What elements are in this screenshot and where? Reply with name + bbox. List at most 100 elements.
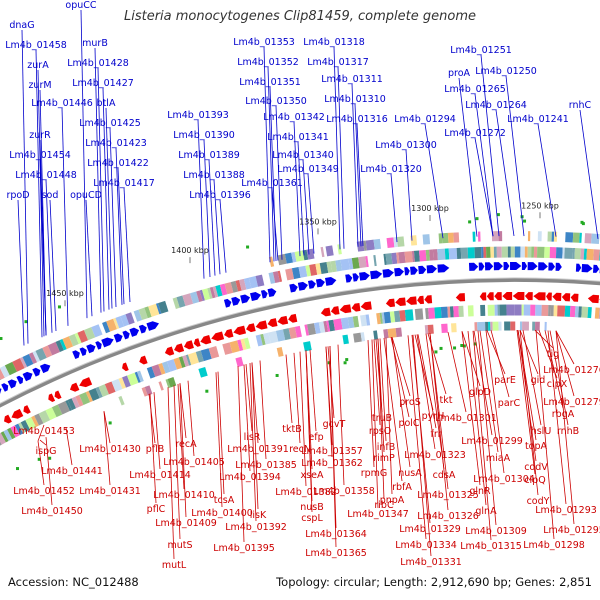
cog-band-segment (490, 246, 495, 258)
forward-gene-arrow (468, 262, 479, 271)
forward-gene-arrow (86, 344, 96, 354)
forward-label-line (271, 187, 279, 261)
cog-band-segment (507, 246, 511, 258)
cog-band-segment (25, 417, 37, 430)
reverse-gene-arrow (233, 325, 247, 336)
cog-band-segment (365, 239, 375, 251)
reverse-label-line (517, 329, 537, 441)
cog-band-segment (333, 318, 343, 331)
rna-feature-mark (37, 457, 41, 461)
forward-gene-arrow (325, 276, 337, 286)
cog-band-segment (240, 338, 247, 351)
forward-label-line (480, 54, 500, 237)
cog-band-segment (487, 304, 495, 316)
cog-band-segment (173, 357, 183, 370)
forward-label-line (97, 67, 105, 312)
reverse-gene-label: rbfA (392, 482, 412, 493)
cog-band-segment (118, 377, 127, 390)
reverse-gene-label: hslU (531, 426, 552, 437)
backbone-highlight (0, 277, 600, 405)
reverse-label-line (472, 330, 492, 541)
reverse-gene-arrow (255, 320, 268, 330)
cog-band-segment (486, 246, 491, 258)
reverse-gene-arrow (139, 355, 148, 365)
cog-band-segment (318, 321, 326, 334)
cog-band-segment (325, 245, 334, 257)
rna-feature-mark (460, 343, 464, 347)
forward-gene-label: Lm4b_01417 (93, 178, 155, 189)
forward-gene-arrow (315, 278, 325, 288)
forward-gene-arrow (538, 262, 548, 271)
forward-label-line (80, 9, 88, 319)
cog-band-segment (438, 233, 443, 244)
reverse-label-line (373, 339, 381, 426)
reverse-label-line (547, 330, 567, 505)
reverse-gene-label: Lm4b_01400 (191, 508, 253, 519)
forward-gene-label: Lm4b_01361 (241, 178, 303, 189)
cog-band-segment (537, 231, 542, 242)
reverse-gene-arrow (455, 293, 466, 302)
reverse-gene-label: codY (527, 496, 550, 507)
reverse-gene-label: Lm4b_01431 (79, 486, 141, 497)
reverse-label-line (103, 411, 111, 486)
forward-gene-label: murB (82, 38, 108, 49)
rna-feature-mark (523, 219, 527, 223)
reverse-gene-arrow (164, 346, 175, 356)
cog-band-segment (474, 322, 478, 332)
forward-gene-label: Lm4b_01265 (444, 84, 506, 95)
reverse-gene-label: cspL (301, 513, 323, 524)
reverse-gene-label: Lm4b_01357 (301, 446, 363, 457)
cog-band-segment (491, 231, 499, 242)
cog-band-segment (520, 246, 525, 258)
forward-label-line (219, 199, 227, 273)
cog-band-segment (549, 247, 557, 259)
forward-gene-label: Lm4b_01340 (272, 150, 334, 161)
forward-gene-arrow (95, 341, 102, 350)
cog-band-segment (383, 311, 392, 324)
cog-band-segment (219, 283, 228, 296)
forward-gene-arrow (527, 262, 538, 271)
cog-band-segment (4, 361, 18, 376)
forward-label-line (390, 173, 398, 243)
reverse-gene-label: Lm4b_01364 (305, 529, 367, 540)
cog-band-segment (307, 323, 317, 336)
cog-band-segment (555, 247, 563, 259)
reverse-label-line (485, 330, 505, 474)
cog-band-segment (118, 395, 125, 406)
cog-band-segment (224, 282, 234, 295)
forward-gene-label: Lm4b_01448 (15, 170, 77, 181)
reverse-label-line (329, 345, 337, 548)
forward-gene-arrow (16, 375, 24, 385)
reverse-gene-label: tcsA (214, 495, 235, 506)
cog-band-segment (104, 381, 116, 395)
reverse-gene-label: Lm4b_01293 (535, 505, 597, 516)
cog-band-segment (198, 366, 208, 378)
reverse-label-line (447, 331, 467, 413)
reverse-gene-arrow (351, 302, 361, 312)
cog-band-segment (167, 377, 177, 388)
reverse-gene-arrow (417, 295, 425, 305)
reverse-gene-label: rpsO (369, 426, 391, 437)
cog-band-segment (477, 231, 481, 242)
cog-band-segment (553, 305, 558, 317)
reverse-label-line (516, 329, 536, 475)
cog-band-segment (182, 293, 194, 307)
cog-band-segment (326, 320, 331, 332)
forward-gene-label: proA (448, 68, 471, 79)
reverse-gene-arrow (587, 294, 600, 304)
cog-band-segment (537, 246, 545, 258)
reverse-gene-label: Lm4b_01430 (79, 444, 141, 455)
cog-band-segment (532, 321, 536, 331)
reverse-gene-label: Lm4b_01325 (417, 490, 479, 501)
forward-label-line (117, 167, 125, 305)
cog-band-segment (243, 277, 252, 290)
cog-band-segment (399, 310, 406, 322)
cog-band-segment (255, 274, 265, 287)
cog-band-segment (0, 378, 1, 381)
cog-band-segment (335, 259, 343, 272)
reverse-gene-label: lisK (250, 510, 267, 521)
reverse-label-line (149, 393, 157, 504)
reverse-gene-label: rpmG (361, 468, 388, 479)
forward-label-line (109, 127, 117, 308)
forward-gene-label: Lm4b_01272 (444, 128, 506, 139)
